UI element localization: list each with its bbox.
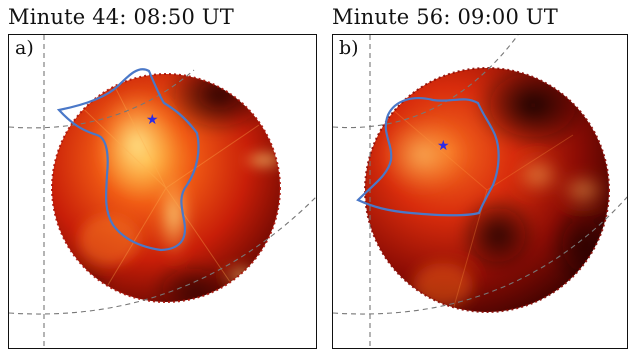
panel-b-title: Minute 56: 09:00 UT (332, 5, 558, 29)
panel-a-image: ★ (9, 35, 316, 348)
star-icon: ★ (437, 138, 450, 154)
panel-b-label: b) (339, 37, 359, 59)
panel-a-frame: ★ a) (8, 34, 317, 349)
panel-b-image: ★ (333, 35, 627, 348)
latitude-arc (9, 69, 195, 129)
latitude-arc (9, 196, 316, 315)
region-outline (56, 68, 200, 252)
region-outline (356, 97, 500, 217)
panel-a-title: Minute 44: 08:50 UT (8, 5, 234, 29)
panel-b-frame: ★ b) (332, 34, 628, 349)
latitude-arc (333, 196, 627, 315)
panel-a-label: a) (15, 37, 34, 59)
star-icon: ★ (146, 112, 159, 128)
